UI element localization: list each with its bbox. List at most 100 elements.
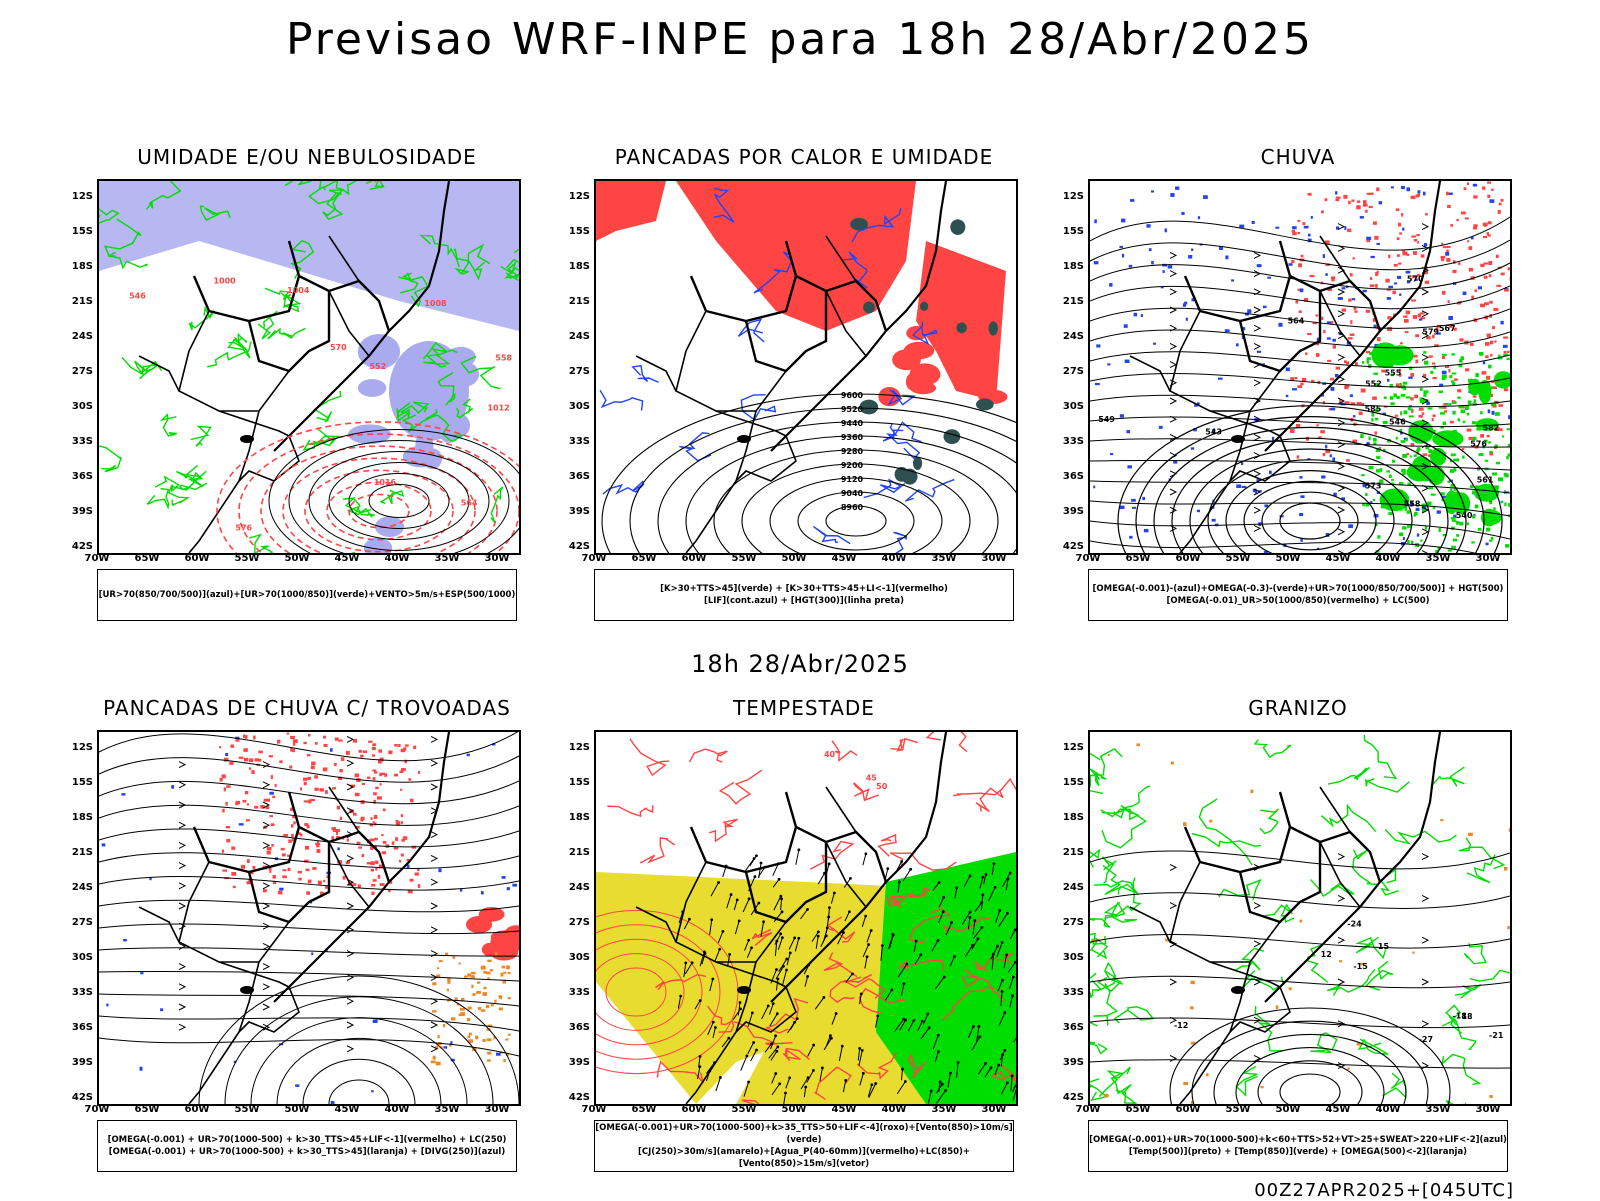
omega-green-area — [1373, 438, 1377, 442]
wind-arrow — [1254, 380, 1260, 386]
rain-red-area — [1473, 396, 1477, 398]
vector-head — [841, 1045, 844, 1048]
omega-green-area — [1401, 440, 1406, 443]
omega-green-area — [1425, 447, 1429, 450]
omega-green-area — [1390, 396, 1394, 400]
vector-head — [763, 866, 766, 869]
temp850-contour — [1327, 969, 1375, 995]
thunder-red-area — [418, 771, 420, 774]
thunder-red-area — [244, 758, 248, 762]
omega-green-area — [1456, 534, 1459, 537]
longitude-tick-label: 60W — [679, 1104, 709, 1115]
omega-blue-area — [1323, 254, 1325, 258]
latitude-tick-label: 33S — [67, 987, 93, 998]
omega500-orange-area — [1440, 819, 1443, 821]
vector-head — [708, 1070, 711, 1073]
wind-arrow — [1338, 442, 1344, 448]
omega500-orange-area — [1339, 960, 1342, 962]
omega-green-area — [1496, 462, 1500, 464]
omega-blue-area — [1342, 287, 1346, 289]
longitude-tick-label: 35W — [929, 1104, 959, 1115]
omega-blue-area — [1394, 282, 1397, 284]
latitude-tick-label: 15S — [1058, 226, 1084, 237]
humidity-green-contour — [191, 426, 211, 446]
omega-blue-area — [1423, 192, 1426, 196]
omega-blue-area — [1300, 539, 1302, 542]
humidity-green-contour — [122, 357, 158, 378]
thunder-red-area — [304, 823, 308, 826]
omega-blue-area — [1387, 379, 1389, 382]
wind-arrow — [179, 762, 185, 768]
rain-red-area — [1401, 213, 1403, 217]
rain-red-area — [1343, 195, 1347, 199]
omega-green-area — [1505, 544, 1509, 548]
omega-blue-area — [1377, 243, 1380, 245]
rain-red-area — [1316, 353, 1319, 357]
thunder-red-area — [401, 821, 403, 824]
heat-instability-red-area — [596, 181, 666, 241]
vector-head — [793, 1021, 796, 1024]
vector-head — [886, 867, 889, 870]
vector-head — [870, 929, 873, 932]
rain-red-area — [1316, 424, 1318, 426]
wind-arrow — [1254, 507, 1260, 513]
vector-head — [829, 1034, 832, 1037]
omega-green-area — [1425, 526, 1427, 529]
streamline — [99, 853, 519, 869]
latitude-tick-label: 36S — [564, 471, 590, 482]
contour-label: 546 — [1389, 417, 1406, 426]
rain-red-area — [1496, 285, 1501, 287]
omega-green-area — [1498, 477, 1503, 481]
vector-head — [806, 908, 809, 911]
rain-red-area — [1407, 453, 1409, 455]
vector-head — [718, 948, 721, 951]
vector-head — [943, 976, 946, 979]
mid-title: 18h 28/Abr/2025 — [0, 650, 1600, 678]
rain-red-area — [1508, 267, 1510, 270]
temp500-contour — [1090, 851, 1510, 869]
rain-red-area — [1411, 196, 1416, 199]
omega-green-area — [1500, 501, 1503, 503]
wind-arrow — [263, 984, 269, 990]
omega-blue-area — [1110, 453, 1113, 455]
omega-green-area — [1451, 453, 1456, 456]
omega-green-area — [1371, 418, 1373, 422]
vector-head — [944, 1089, 947, 1092]
vector-head — [823, 872, 826, 875]
vector-head — [881, 944, 884, 947]
vector-head — [828, 862, 831, 865]
rain-red-area — [1367, 193, 1371, 195]
thunder-orange-area — [452, 956, 455, 959]
latitude-tick-label: 39S — [67, 1057, 93, 1068]
latitude-tick-label: 24S — [564, 331, 590, 342]
latitude-tick-label: 27S — [67, 366, 93, 377]
rain-red-area — [1498, 210, 1501, 214]
vector-head — [745, 1055, 748, 1058]
rain-red-area — [1468, 246, 1472, 250]
omega-blue-area — [1327, 337, 1331, 339]
rain-red-area — [1348, 299, 1351, 302]
omega500-orange-area — [1209, 820, 1212, 823]
rain-red-area — [1406, 254, 1409, 256]
rain-red-area — [1454, 378, 1458, 381]
thunder-red-area — [358, 846, 362, 848]
rain-red-area — [1325, 198, 1328, 201]
vector-head — [755, 854, 758, 857]
political-border — [1170, 862, 1280, 962]
legend-box: [OMEGA(-0.001) + UR>70(1000-500) + k>30_… — [97, 1120, 517, 1172]
thunder-red-area — [263, 889, 267, 892]
omega-blue-area — [1263, 306, 1267, 308]
thunder-red-area — [358, 750, 361, 753]
thunder-red-area — [245, 791, 248, 794]
thunder-red-area — [278, 891, 282, 895]
political-border — [329, 787, 359, 832]
vector-head — [904, 1080, 907, 1083]
contour-label: 561 — [1477, 475, 1494, 484]
latitude-tick-label: 33S — [564, 436, 590, 447]
omega500-orange-area — [1260, 1086, 1263, 1088]
rain-red-area — [1356, 205, 1360, 209]
thunder-red-area — [254, 806, 258, 809]
contour-label: 9440 — [841, 419, 864, 428]
latitude-tick-label: 42S — [67, 1092, 93, 1103]
